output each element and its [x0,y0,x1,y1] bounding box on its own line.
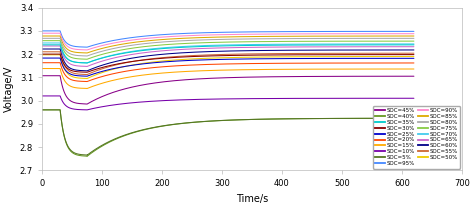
Legend: SOC=45%, SOC=40%, SOC=35%, SOC=30%, SOC=25%, SOC=20%, SOC=15%, SOC=10%, SOC=5%, : SOC=45%, SOC=40%, SOC=35%, SOC=30%, SOC=… [373,105,460,168]
Y-axis label: Voltage/V: Voltage/V [4,66,14,112]
X-axis label: Time/s: Time/s [236,194,268,204]
